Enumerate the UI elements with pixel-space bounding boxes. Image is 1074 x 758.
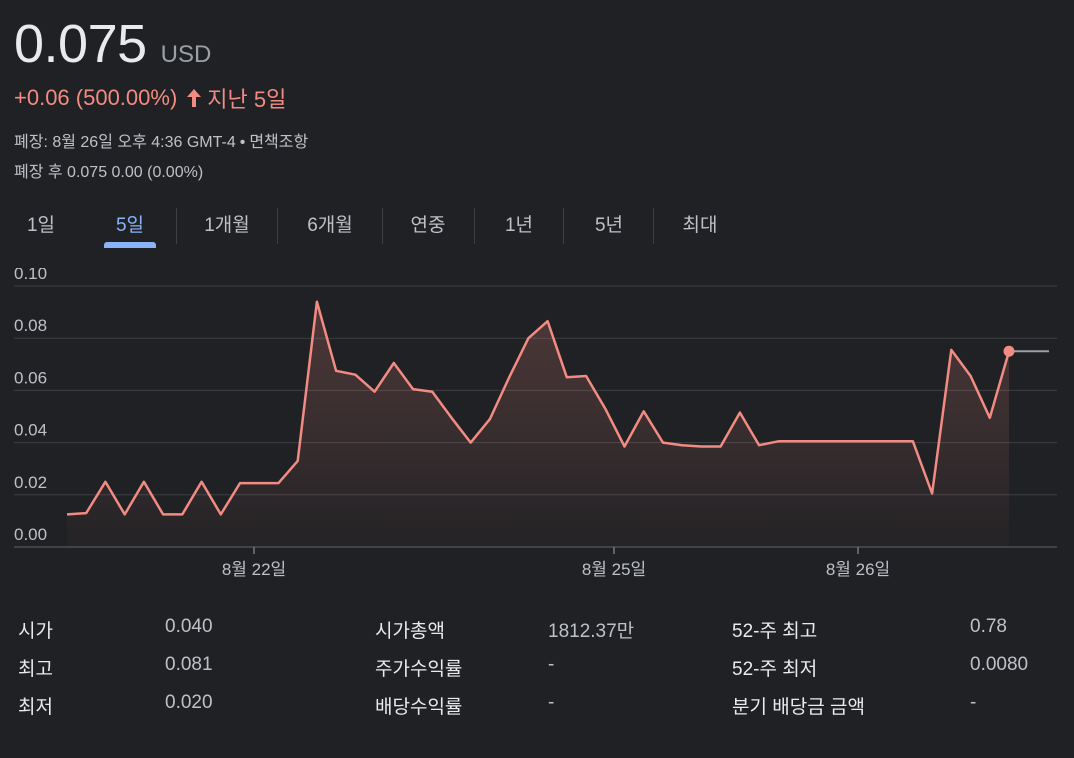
after-hours-info: 폐장 후 0.075 0.00 (0.00%) [14, 164, 204, 181]
price-change: +0.06 (500.00%) 지난 5일 [14, 82, 286, 114]
stat-value: 0.081 [165, 654, 213, 675]
current-price: 0.075 [14, 14, 147, 74]
stat-value: 1812.37만 [548, 621, 635, 642]
stat-value: - [548, 692, 555, 713]
stat-label: 시가총액 [375, 621, 445, 642]
tab-divider [176, 208, 177, 244]
stat-label: 최저 [18, 697, 53, 718]
stat-value: 0.020 [165, 692, 213, 713]
tab-divider [382, 208, 383, 244]
last-price-marker [1003, 345, 1015, 357]
price-area [67, 301, 1009, 547]
price-chart[interactable]: 0.10 0.08 0.06 0.04 0.02 0.00 8월 22일 8월 25일 8월 … [0, 268, 1074, 588]
range-tabs: 1일 5일 1개월 6개월 연중 1년 5년 최대 [0, 204, 740, 248]
x-tick-label: 8월 26일 [826, 560, 890, 579]
price-line [66, 300, 1011, 516]
bullet-separator: • [239, 134, 246, 151]
y-tick-label: 0.06 [14, 368, 47, 387]
stat-label: 배당수익률 [375, 697, 463, 718]
close-info: 폐장: 8월 26일 오후 4:36 GMT-4 • 면책조항 [14, 128, 308, 152]
y-tick-label: 0.00 [14, 525, 47, 544]
stat-label: 시가 [18, 621, 53, 642]
tab-divider [563, 208, 564, 244]
close-time: 폐장: 8월 26일 오후 4:36 GMT-4 [14, 134, 236, 151]
tab-5y[interactable]: 5년 [594, 215, 624, 236]
stat-label: 최고 [18, 659, 53, 680]
y-tick-label: 0.02 [14, 473, 47, 492]
stat-label: 분기 배당금 금액 [732, 697, 865, 718]
stat-value: - [970, 692, 977, 713]
stat-label: 52-주 최저 [732, 659, 818, 680]
disclaimer-link[interactable]: 면책조항 [249, 134, 309, 151]
currency-label: USD [160, 41, 212, 68]
x-tick-label: 8월 25일 [582, 560, 646, 579]
y-tick-label: 0.04 [14, 421, 47, 440]
stat-label: 주가수익률 [375, 659, 463, 680]
change-period: 지난 5일 [207, 87, 287, 112]
tab-1d[interactable]: 1일 [26, 215, 56, 236]
tab-1m[interactable]: 1개월 [204, 215, 250, 236]
x-tick-label: 8월 22일 [222, 560, 286, 579]
tab-max[interactable]: 최대 [682, 215, 718, 236]
arrow-up-icon [187, 89, 202, 107]
y-tick-label: 0.10 [14, 268, 47, 283]
stat-value: - [548, 654, 555, 675]
stat-value: 0.040 [165, 616, 213, 637]
y-tick-label: 0.08 [14, 316, 47, 335]
tab-6m[interactable]: 6개월 [307, 215, 353, 236]
tab-5d[interactable]: 5일 [115, 215, 145, 236]
stat-value: 0.78 [970, 616, 1007, 637]
stat-value: 0.0080 [970, 654, 1029, 675]
active-tab-indicator [104, 242, 156, 248]
tab-divider [474, 208, 475, 244]
tab-divider [277, 208, 278, 244]
tab-divider [653, 208, 654, 244]
price-header: 0.075 USD [14, 14, 211, 74]
change-value: +0.06 (500.00%) [14, 85, 178, 110]
tab-ytd[interactable]: 연중 [410, 215, 446, 236]
stat-label: 52-주 최고 [732, 621, 818, 642]
tab-1y[interactable]: 1년 [504, 215, 534, 236]
